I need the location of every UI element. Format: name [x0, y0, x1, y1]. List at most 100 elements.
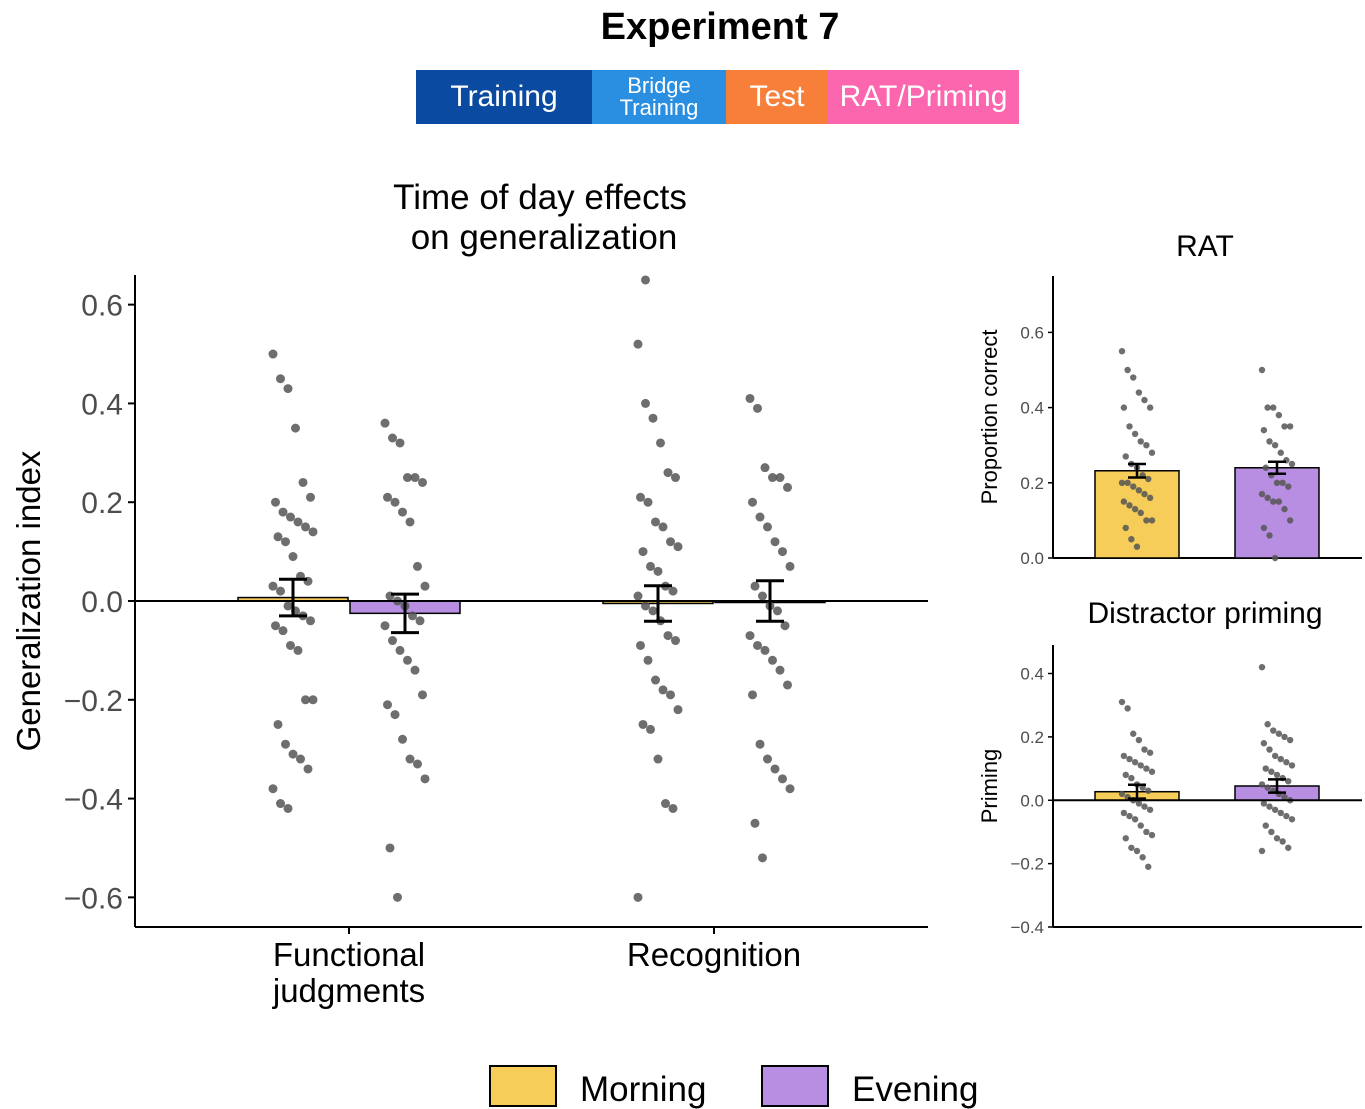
- main-panel-subtitle: on generalization: [411, 218, 678, 257]
- priming-data-point: [1135, 736, 1143, 744]
- main-data-point: [288, 749, 298, 759]
- main-data-point: [293, 517, 303, 527]
- main-data-point: [283, 601, 293, 611]
- rat-data-point: [1124, 479, 1131, 486]
- main-data-point: [293, 645, 303, 655]
- main-data-point: [768, 655, 777, 665]
- priming-y-tick-label: 0.2: [1020, 728, 1044, 747]
- priming-data-point: [1122, 771, 1129, 779]
- main-y-tick-label: 0.2: [81, 487, 123, 520]
- main-data-point: [301, 522, 310, 532]
- main-data-point: [641, 398, 650, 408]
- priming-data-point: [1133, 847, 1141, 855]
- rat-data-point: [1141, 396, 1148, 404]
- priming-data-point: [1135, 800, 1143, 807]
- main-data-point: [291, 423, 300, 433]
- main-data-point: [778, 774, 787, 784]
- main-data-point: [748, 690, 757, 700]
- main-data-point: [666, 537, 675, 547]
- rat-data-point: [1148, 517, 1156, 524]
- chart-title: Experiment 7: [600, 6, 840, 48]
- rat-data-point: [1145, 475, 1152, 483]
- main-data-point: [308, 527, 318, 537]
- rat-data-point: [1264, 404, 1271, 411]
- priming-data-point: [1266, 746, 1273, 753]
- rat-data-point: [1266, 438, 1273, 445]
- rat-data-point: [1131, 505, 1139, 513]
- phase-test: Test: [726, 70, 828, 124]
- priming-data-point: [1288, 816, 1296, 823]
- legend-morning-swatch: [489, 1065, 557, 1107]
- rat-data-point: [1143, 517, 1150, 524]
- rat-y-tick-label: 0.6: [1020, 323, 1044, 342]
- main-data-point: [775, 473, 785, 483]
- priming-data-point: [1120, 752, 1128, 760]
- priming-data-point: [1260, 800, 1268, 807]
- priming-data-point: [1146, 806, 1154, 813]
- main-data-point: [651, 675, 660, 685]
- main-data-point: [638, 547, 648, 557]
- rat-bar: [1094, 470, 1180, 559]
- priming-data-point: [1258, 847, 1266, 855]
- main-data-point: [661, 799, 670, 809]
- main-x-tick-label: Functional: [273, 936, 425, 973]
- main-data-point: [303, 764, 313, 774]
- main-y-tick-label: −0.2: [64, 685, 123, 718]
- priming-data-point: [1266, 803, 1273, 810]
- main-data-point: [388, 433, 397, 443]
- main-data-point: [775, 665, 785, 675]
- priming-data-point: [1268, 768, 1275, 775]
- main-data-point: [760, 645, 770, 655]
- main-data-point: [656, 438, 665, 448]
- priming-data-point: [1283, 812, 1290, 820]
- rat-y-tick-label: 0.0: [1020, 549, 1044, 568]
- main-data-point: [383, 700, 392, 710]
- main-data-point: [395, 438, 405, 448]
- main-data-point: [395, 645, 405, 655]
- priming-y-tick-label: 0.0: [1020, 791, 1044, 810]
- rat-data-point: [1126, 423, 1133, 430]
- main-data-point: [306, 492, 315, 502]
- priming-data-point: [1148, 768, 1156, 775]
- main-data-point: [418, 690, 427, 700]
- main-data-point: [271, 497, 280, 507]
- main-data-point: [641, 275, 650, 285]
- main-data-point: [405, 754, 415, 764]
- rat-data-point: [1286, 423, 1294, 430]
- priming-data-point: [1275, 730, 1283, 737]
- main-data-point: [638, 719, 648, 729]
- rat-data-point: [1271, 554, 1279, 562]
- rat-data-point: [1262, 464, 1269, 471]
- main-data-point: [268, 784, 278, 794]
- priming-data-point: [1273, 835, 1281, 842]
- main-data-point: [653, 566, 663, 576]
- main-data-point: [385, 843, 395, 853]
- main-data-point: [755, 739, 765, 749]
- priming-data-point: [1271, 806, 1279, 813]
- rat-data-point: [1130, 374, 1137, 381]
- main-panel-title: Time of day effects: [393, 178, 687, 217]
- rat-data-point: [1135, 487, 1143, 494]
- main-data-point: [408, 611, 417, 621]
- rat-data-point: [1141, 490, 1148, 498]
- main-data-point: [633, 591, 643, 601]
- main-data-point: [283, 384, 293, 394]
- main-data-point: [306, 616, 315, 626]
- main-data-point: [668, 803, 678, 813]
- phase-bridge-training: Bridge Training: [592, 70, 726, 124]
- main-data-point: [273, 719, 283, 729]
- main-data-point: [296, 754, 305, 764]
- main-data-point: [770, 537, 780, 547]
- priming-data-point: [1139, 854, 1146, 861]
- main-data-point: [658, 685, 668, 695]
- priming-data-point: [1262, 765, 1269, 772]
- priming-data-point: [1283, 759, 1290, 766]
- main-y-tick-label: 0.6: [81, 290, 123, 323]
- main-y-axis-label: Generalization index: [10, 450, 47, 751]
- main-data-point: [663, 468, 673, 478]
- main-x-tick-label: judgments: [272, 972, 425, 1009]
- priming-data-point: [1141, 746, 1148, 753]
- rat-data-point: [1124, 366, 1131, 374]
- priming-data-point: [1137, 822, 1144, 829]
